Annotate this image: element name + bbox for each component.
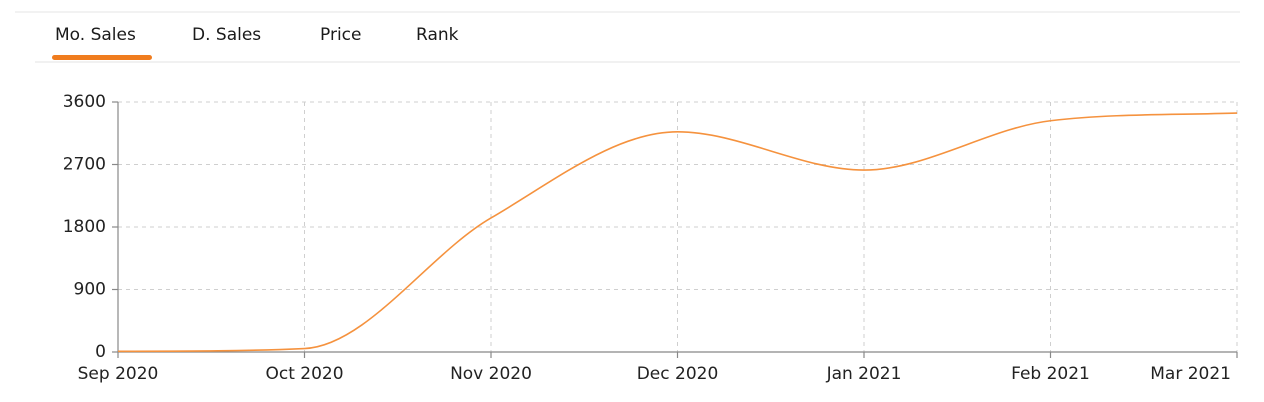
active-tab-indicator (52, 55, 152, 60)
x-tick-label: Dec 2020 (637, 364, 719, 384)
x-tick-label: Feb 2021 (1011, 364, 1090, 384)
sales-line (117, 112, 1238, 353)
tab[interactable]: Mo. Sales (55, 25, 136, 45)
x-tick-label: Oct 2020 (265, 364, 343, 384)
x-tick-label: Jan 2021 (826, 364, 902, 384)
y-tick-label: 0 (95, 342, 106, 362)
y-tick-label: 1800 (63, 217, 106, 237)
x-tick-label: Sep 2020 (78, 364, 159, 384)
x-tick-label: Mar 2021 (1150, 364, 1231, 384)
y-tick-label: 2700 (63, 155, 106, 175)
y-tick-label: 3600 (63, 92, 106, 112)
tab[interactable]: D. Sales (192, 25, 261, 45)
x-tick-label: Nov 2020 (450, 364, 532, 384)
y-tick-label: 900 (74, 280, 106, 300)
tab[interactable]: Rank (416, 25, 459, 45)
tab[interactable]: Price (320, 25, 361, 45)
